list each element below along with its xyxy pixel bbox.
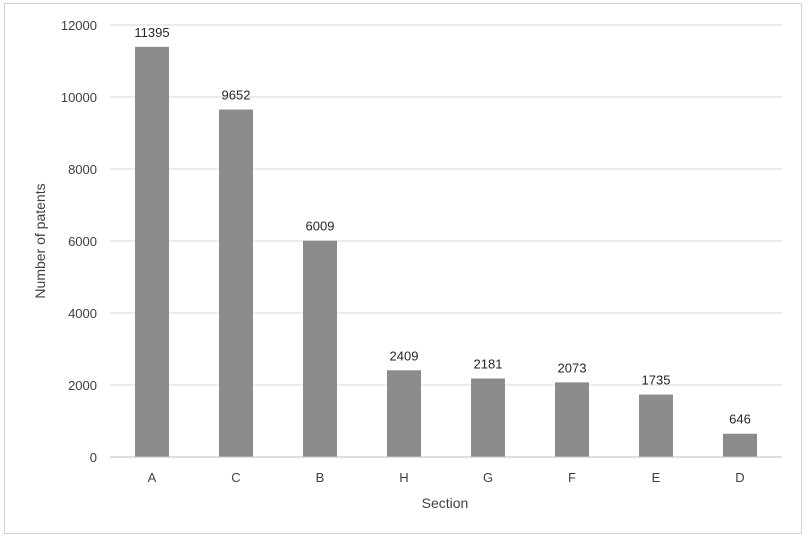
x-tick-label: A [148,470,157,485]
y-tick-label: 6000 [68,234,97,249]
x-axis-title: Section [422,495,469,511]
x-tick-label: G [483,470,493,485]
y-tick-label: 2000 [68,378,97,393]
data-label: 11395 [134,25,169,40]
x-tick-label: D [735,470,744,485]
data-label: 2181 [474,356,503,371]
y-tick-label: 10000 [61,90,97,105]
y-axis-title: Number of patents [32,183,48,298]
bars [135,46,757,457]
data-label: 9652 [222,88,251,103]
bar [303,240,337,457]
x-tick-label: B [316,470,325,485]
gridlines [110,24,782,386]
data-label: 6009 [306,219,335,234]
data-label: 2409 [390,348,419,363]
bar [135,46,169,457]
bar [219,109,253,457]
labels: 0 2000 4000 6000 8000 10000 12000 11395 A 9652 C 60… [61,18,751,485]
bar [387,370,421,457]
x-tick-label: C [231,470,240,485]
x-tick-label: E [652,470,661,485]
x-tick-label: H [399,470,408,485]
y-tick-label: 0 [90,450,97,465]
bar [555,382,589,457]
data-label: 1735 [642,373,671,388]
y-tick-label: 8000 [68,162,97,177]
bar [471,378,505,457]
data-label: 2073 [558,360,587,375]
bar [723,433,757,457]
x-tick-label: F [568,470,576,485]
bar [639,394,673,457]
data-label: 646 [729,412,751,427]
y-tick-label: 4000 [68,306,97,321]
y-tick-label: 12000 [61,18,97,33]
